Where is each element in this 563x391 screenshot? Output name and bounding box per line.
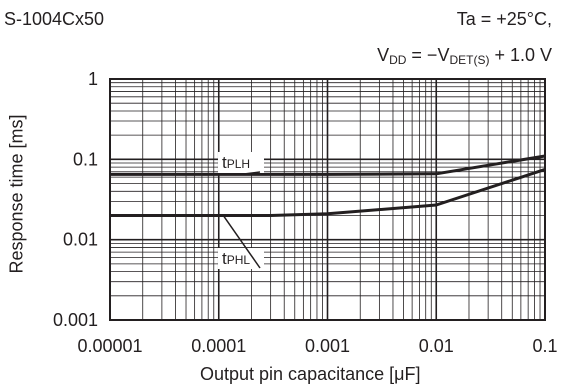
tplh-label-bg xyxy=(218,152,264,173)
vdd-sub: DD xyxy=(389,53,407,67)
tphl-label-bg xyxy=(218,248,264,269)
tplh-leader-line xyxy=(240,171,261,176)
plot-frame xyxy=(109,78,546,321)
x-tick-label: 0.0001 xyxy=(191,336,246,356)
x-tick-label: 0.1 xyxy=(532,336,557,356)
y-tick-label: 0.001 xyxy=(53,310,98,330)
x-tick-label: 0.00001 xyxy=(77,336,142,356)
x-axis-label: Output pin capacitance [μF] xyxy=(200,364,421,384)
part-number: S-1004Cx50 xyxy=(4,9,105,29)
y-tick-label: 0.01 xyxy=(63,230,98,250)
x-tick-label: 0.01 xyxy=(419,336,454,356)
y-tick-label: 0.1 xyxy=(73,149,98,169)
vdd-mid: = −V xyxy=(406,45,450,65)
series-line-tplh xyxy=(110,154,546,176)
tphl-leader-line xyxy=(222,215,261,269)
condition-vdd: VDD = −VDET(S) + 1.0 V xyxy=(377,46,552,66)
series-line-tphl xyxy=(110,167,546,217)
tphl-label: tPHL xyxy=(222,249,250,268)
vdet-sub: DET(S) xyxy=(449,53,490,67)
y-tick-label: 1 xyxy=(88,69,98,89)
tplh-label: tPLH xyxy=(222,153,250,172)
vdd-suffix: + 1.0 V xyxy=(489,45,552,65)
x-tick-label: 0.001 xyxy=(305,336,350,356)
vdd-prefix: V xyxy=(377,45,390,65)
condition-ta: Ta = +25°C, xyxy=(456,9,552,29)
